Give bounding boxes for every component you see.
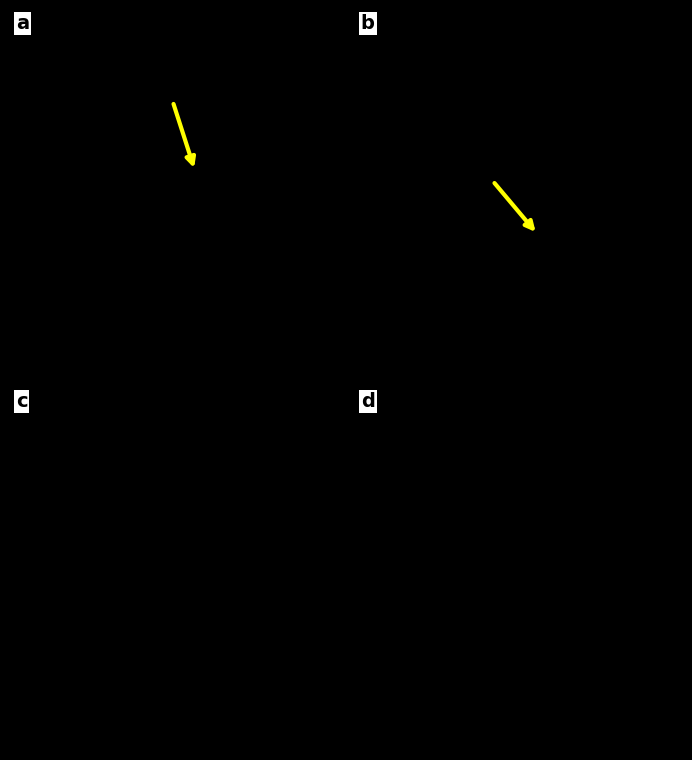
Text: b: b <box>361 14 374 33</box>
Text: c: c <box>16 392 28 411</box>
Text: a: a <box>16 14 29 33</box>
Text: d: d <box>361 392 374 411</box>
